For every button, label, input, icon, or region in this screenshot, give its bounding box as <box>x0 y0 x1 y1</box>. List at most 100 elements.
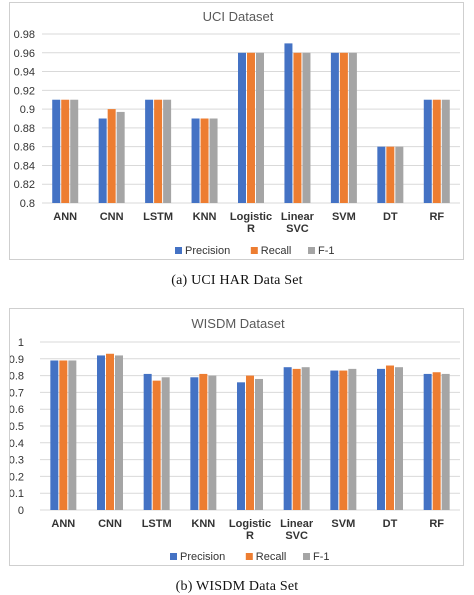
uci-bar-recall-lstm <box>154 99 163 203</box>
wisdm-y-tick-label: 0.2 <box>10 471 24 483</box>
wisdm-bar-f1-linear-svc <box>301 367 310 510</box>
uci-chart-panel: UCI Dataset 0.8 0.82 0.84 0.86 0.88 0.9 0.92 0.9… <box>9 2 464 260</box>
uci-bar-f1-rf <box>441 99 450 203</box>
uci-legend-swatch-precision <box>175 247 182 254</box>
wisdm-y-tick-label: 1 <box>18 337 24 349</box>
wisdm-bar-precision-lstm <box>143 373 152 510</box>
wisdm-y-tick-label: 0.7 <box>10 387 24 399</box>
wisdm-bar-f1-rf <box>441 373 450 510</box>
wisdm-bar-precision-logistic-r <box>237 382 245 510</box>
uci-x-category-label: DT <box>383 211 398 223</box>
wisdm-y-tick-label: 0.5 <box>10 421 24 433</box>
uci-x-category-label: Logistic R <box>230 211 272 235</box>
wisdm-chart-panel: WISDM Dataset 0 0.1 0.2 0.3 0.4 0.5 0.6 0.7 0.8 0.… <box>9 308 464 566</box>
wisdm-bar-precision-dt <box>377 368 385 510</box>
wisdm-bar-precision-knn <box>190 377 199 510</box>
wisdm-x-category-label: SVM <box>331 518 355 530</box>
uci-x-category-label: KNN <box>193 211 217 223</box>
uci-y-tick-label: 0.94 <box>14 67 35 79</box>
wisdm-legend-swatch-f1 <box>303 553 310 560</box>
uci-x-category-label: RF <box>429 211 444 223</box>
wisdm-bar-recall-knn <box>199 373 208 510</box>
wisdm-bar-f1-ann <box>68 360 77 510</box>
uci-y-tick-label: 0.84 <box>14 160 35 172</box>
uci-bar-precision-logistic-r <box>238 52 246 204</box>
uci-x-category-label: ANN <box>53 211 77 223</box>
wisdm-bar-recall-logistic-r <box>246 375 254 510</box>
wisdm-bar-precision-cnn <box>97 355 105 510</box>
uci-y-tick-label: 0.96 <box>14 48 35 60</box>
uci-x-category-label: LSTM <box>143 211 173 223</box>
uci-bar-recall-linear-svc <box>293 52 302 204</box>
uci-bar-f1-linear-svc <box>302 52 311 204</box>
wisdm-bar-f1-dt <box>395 367 403 510</box>
uci-chart-title: UCI Dataset <box>203 9 274 24</box>
uci-y-tick-label: 0.98 <box>14 29 35 41</box>
wisdm-bar-f1-lstm <box>161 377 170 510</box>
wisdm-legend-label: F-1 <box>313 551 330 563</box>
uci-caption: (a) UCI HAR Data Set <box>171 273 303 288</box>
uci-bar-recall-dt <box>386 146 395 203</box>
wisdm-x-category-label: ANN <box>51 518 75 530</box>
uci-bar-precision-lstm <box>145 99 154 203</box>
uci-bar-recall-cnn <box>107 109 116 203</box>
uci-bar-precision-rf <box>423 99 432 203</box>
wisdm-bar-precision-ann <box>50 360 59 510</box>
wisdm-bar-recall-dt <box>386 365 394 510</box>
uci-chart: UCI Dataset 0.8 0.82 0.84 0.86 0.88 0.9 0.92 0.9… <box>14 9 460 257</box>
wisdm-chart-title: WISDM Dataset <box>191 316 285 331</box>
wisdm-bar-precision-rf <box>423 373 432 510</box>
wisdm-y-tick-label: 0.9 <box>10 354 24 366</box>
uci-bar-f1-lstm <box>163 99 172 203</box>
wisdm-x-category-label: Logistic R <box>229 518 271 542</box>
uci-legend-label: Precision <box>185 245 230 257</box>
uci-bar-f1-logistic-r <box>256 52 264 204</box>
uci-bar-recall-logistic-r <box>247 52 255 204</box>
uci-bar-precision-knn <box>191 118 200 203</box>
wisdm-bar-recall-svm <box>339 370 348 510</box>
wisdm-bar-f1-svm <box>348 368 357 510</box>
wisdm-legend-swatch-precision <box>170 553 177 560</box>
wisdm-bar-recall-rf <box>432 372 441 510</box>
wisdm-bar-f1-cnn <box>115 355 123 510</box>
wisdm-bar-recall-lstm <box>152 380 161 510</box>
uci-x-category-label: SVM <box>332 211 356 223</box>
wisdm-x-category-label: DT <box>383 518 398 530</box>
wisdm-bar-recall-cnn <box>106 353 114 510</box>
uci-bar-precision-cnn <box>98 118 107 203</box>
uci-bar-f1-ann <box>70 99 79 203</box>
uci-legend-swatch-f1 <box>308 247 315 254</box>
wisdm-bar-recall-ann <box>59 360 68 510</box>
wisdm-x-category-label: Linear SVC <box>280 518 314 542</box>
uci-bar-recall-knn <box>200 118 209 203</box>
wisdm-legend-label: Precision <box>180 551 225 563</box>
wisdm-bar-recall-linear-svc <box>292 368 301 510</box>
uci-bar-f1-dt <box>395 146 404 203</box>
wisdm-y-tick-label: 0.1 <box>10 488 24 500</box>
wisdm-x-category-label: KNN <box>191 518 215 530</box>
uci-bar-recall-svm <box>339 52 348 204</box>
uci-x-category-label: Linear SVC <box>281 211 315 235</box>
wisdm-y-tick-label: 0.8 <box>10 371 24 383</box>
wisdm-x-category-label: RF <box>429 518 444 530</box>
wisdm-x-category-label: LSTM <box>142 518 172 530</box>
wisdm-caption: (b) WISDM Data Set <box>175 579 299 594</box>
uci-bar-precision-svm <box>330 52 339 204</box>
wisdm-bar-precision-svm <box>330 370 339 510</box>
wisdm-y-tick-label: 0.3 <box>10 455 24 467</box>
uci-bar-precision-linear-svc <box>284 43 293 204</box>
uci-x-category-label: CNN <box>100 211 124 223</box>
wisdm-x-category-label: CNN <box>98 518 122 530</box>
uci-y-tick-label: 0.8 <box>20 198 35 210</box>
uci-bar-precision-ann <box>52 99 61 203</box>
uci-bar-recall-rf <box>432 99 441 203</box>
uci-bar-f1-cnn <box>116 111 125 203</box>
uci-y-tick-label: 0.92 <box>14 85 35 97</box>
uci-bar-f1-svm <box>348 52 357 204</box>
uci-y-tick-label: 0.86 <box>14 142 35 154</box>
wisdm-y-tick-label: 0.6 <box>10 404 24 416</box>
wisdm-bar-precision-linear-svc <box>283 367 292 510</box>
wisdm-y-tick-label: 0 <box>18 505 24 517</box>
wisdm-y-tick-label: 0.4 <box>10 438 24 450</box>
uci-y-tick-label: 0.88 <box>14 123 35 135</box>
